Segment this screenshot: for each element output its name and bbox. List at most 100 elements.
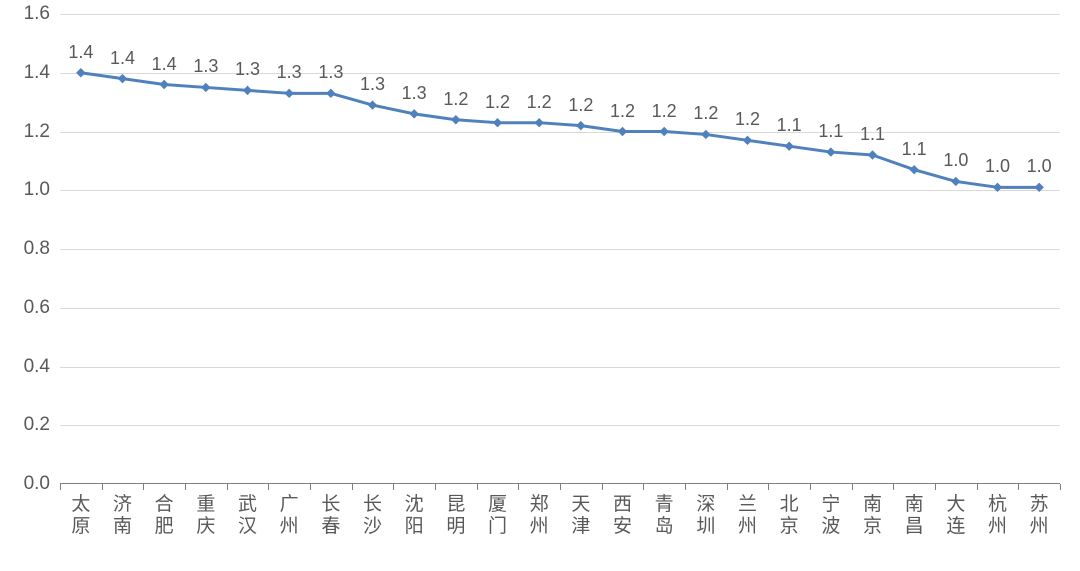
x-tick-mark [310,484,311,490]
data-label: 1.2 [693,103,718,124]
data-label: 1.3 [193,56,218,77]
data-label: 1.2 [735,109,760,130]
data-label: 1.1 [860,124,885,145]
series-marker [410,110,418,118]
series-marker [785,142,793,150]
x-tick-mark [602,484,603,490]
x-tick-label: 太 原 [71,494,90,538]
series-marker [910,166,918,174]
series-marker [994,183,1002,191]
y-tick-label: 0.2 [0,414,50,436]
x-tick-label: 武 汉 [238,494,257,538]
x-tick-label: 宁 波 [821,494,840,538]
series-marker [702,130,710,138]
plot-area: 1.41.41.41.31.31.31.31.31.31.21.21.21.21… [60,14,1060,484]
x-tick-label: 兰 州 [738,494,757,538]
y-tick-label: 0.6 [0,297,50,319]
y-tick-label: 1.0 [0,179,50,201]
data-label: 1.1 [777,115,802,136]
x-tick-label: 济 南 [113,494,132,538]
series-marker [285,89,293,97]
x-tick-label: 南 京 [863,494,882,538]
x-tick-mark [143,484,144,490]
x-tick-label: 昆 明 [446,494,465,538]
x-tick-mark [435,484,436,490]
series-marker [244,86,252,94]
x-tick-mark [268,484,269,490]
x-tick-mark [60,484,61,490]
data-label: 1.4 [110,48,135,69]
x-tick-label: 北 京 [780,494,799,538]
x-tick-label: 青 岛 [655,494,674,538]
series-marker [202,83,210,91]
x-tick-label: 长 沙 [363,494,382,538]
data-label: 1.0 [985,156,1010,177]
x-tick-label: 长 春 [321,494,340,538]
series-marker [160,81,168,89]
data-label: 1.2 [485,92,510,113]
data-label: 1.3 [360,74,385,95]
series-marker [577,122,585,130]
x-tick-mark [685,484,686,490]
data-label: 1.3 [235,59,260,80]
x-tick-mark [227,484,228,490]
x-tick-mark [935,484,936,490]
data-label: 1.4 [152,54,177,75]
x-tick-label: 西 安 [613,494,632,538]
data-label: 1.4 [68,42,93,63]
series-marker [535,119,543,127]
x-tick-mark [185,484,186,490]
series-line [81,73,1039,188]
data-label: 1.3 [277,62,302,83]
x-tick-mark [727,484,728,490]
x-tick-label: 郑 州 [530,494,549,538]
data-label: 1.1 [818,121,843,142]
series-marker [369,101,377,109]
x-tick-label: 广 州 [280,494,299,538]
x-tick-label: 大 连 [946,494,965,538]
series-marker [77,69,85,77]
data-label: 1.2 [610,101,635,122]
x-tick-label: 杭 州 [988,494,1007,538]
series-marker [452,116,460,124]
y-tick-label: 0.8 [0,238,50,260]
data-label: 1.2 [568,95,593,116]
y-tick-label: 0.0 [0,473,50,495]
x-tick-label: 合 肥 [155,494,174,538]
x-tick-label: 天 津 [571,494,590,538]
data-label: 1.2 [443,89,468,110]
x-tick-mark [893,484,894,490]
x-tick-mark [102,484,103,490]
data-label: 1.3 [402,83,427,104]
x-tick-mark [1060,484,1061,490]
y-tick-label: 1.2 [0,121,50,143]
series-marker [494,119,502,127]
x-tick-mark [393,484,394,490]
x-tick-label: 沈 阳 [405,494,424,538]
x-tick-label: 深 圳 [696,494,715,538]
x-tick-mark [1018,484,1019,490]
series-layer [60,14,1060,484]
series-marker [619,128,627,136]
x-tick-label: 苏 州 [1030,494,1049,538]
y-tick-label: 1.4 [0,62,50,84]
x-tick-mark [643,484,644,490]
data-label: 1.1 [902,139,927,160]
data-label: 1.0 [1027,156,1052,177]
series-marker [869,151,877,159]
series-marker [1035,183,1043,191]
x-tick-mark [768,484,769,490]
x-tick-mark [810,484,811,490]
x-tick-mark [477,484,478,490]
x-tick-label: 重 庆 [196,494,215,538]
series-marker [744,136,752,144]
series-marker [827,148,835,156]
data-label: 1.2 [652,101,677,122]
x-tick-mark [977,484,978,490]
data-label: 1.0 [943,150,968,171]
x-tick-mark [560,484,561,490]
x-tick-label: 厦 门 [488,494,507,538]
y-tick-label: 0.4 [0,356,50,378]
data-label: 1.2 [527,92,552,113]
series-marker [327,89,335,97]
